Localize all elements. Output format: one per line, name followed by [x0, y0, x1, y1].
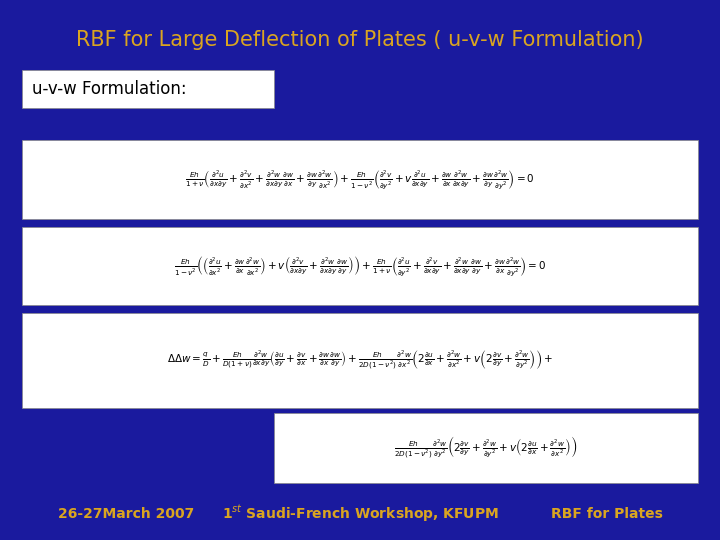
- FancyBboxPatch shape: [22, 140, 698, 219]
- FancyBboxPatch shape: [22, 313, 698, 408]
- Text: $\frac{Eh}{1+\nu}\left(\frac{\partial^2 u}{\partial x\partial y} + \frac{\partia: $\frac{Eh}{1+\nu}\left(\frac{\partial^2 …: [185, 168, 535, 191]
- FancyBboxPatch shape: [274, 413, 698, 483]
- Text: $\frac{Eh}{1-\nu^2}\left(\left(\frac{\partial^2 u}{\partial x^2} + \frac{\partia: $\frac{Eh}{1-\nu^2}\left(\left(\frac{\pa…: [174, 254, 546, 278]
- Text: $\frac{Eh}{2D\left(1-\nu^2\right)}\frac{\partial^2 w}{\partial y^2}\left(2\frac{: $\frac{Eh}{2D\left(1-\nu^2\right)}\frac{…: [395, 435, 577, 461]
- Text: u-v-w Formulation:: u-v-w Formulation:: [32, 80, 187, 98]
- FancyBboxPatch shape: [22, 70, 274, 108]
- Text: $\Delta\Delta w = \frac{q}{D} + \frac{Eh}{D\left(1+\nu\right)}\frac{\partial^2 w: $\Delta\Delta w = \frac{q}{D} + \frac{Eh…: [167, 349, 553, 372]
- FancyBboxPatch shape: [22, 227, 698, 305]
- Text: 1$^{st}$ Saudi-French Workshop, KFUPM: 1$^{st}$ Saudi-French Workshop, KFUPM: [222, 504, 498, 524]
- Text: 26-27March 2007: 26-27March 2007: [58, 507, 194, 521]
- Text: RBF for Plates: RBF for Plates: [551, 507, 662, 521]
- Text: RBF for Large Deflection of Plates ( u-v-w Formulation): RBF for Large Deflection of Plates ( u-v…: [76, 30, 644, 51]
